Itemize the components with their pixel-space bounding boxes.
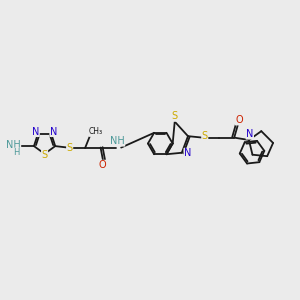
Text: S: S	[41, 150, 48, 160]
Text: N: N	[184, 148, 191, 158]
Text: S: S	[172, 111, 178, 121]
Text: NH: NH	[110, 136, 125, 146]
Text: O: O	[98, 160, 106, 170]
Text: N: N	[50, 127, 57, 136]
Text: CH₃: CH₃	[89, 128, 103, 136]
Text: N: N	[246, 129, 253, 139]
Text: NH: NH	[6, 140, 21, 150]
Text: O: O	[236, 115, 243, 125]
Text: H: H	[14, 148, 20, 157]
Text: N: N	[32, 127, 39, 136]
Text: S: S	[67, 142, 73, 153]
Text: S: S	[202, 131, 208, 142]
